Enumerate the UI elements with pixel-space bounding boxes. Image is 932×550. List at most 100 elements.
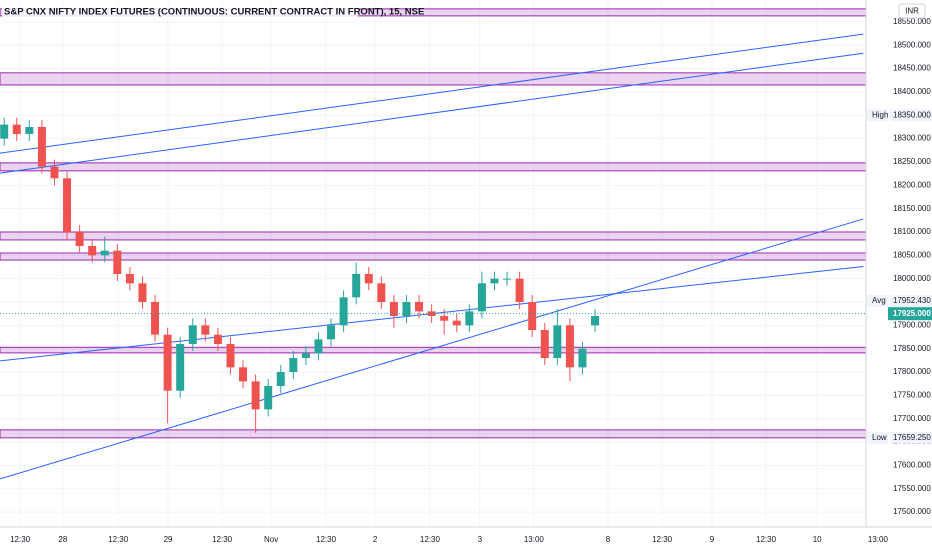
candle-body [415,302,424,312]
candle-body [452,320,461,326]
y-tick-label: 17850.000 [893,344,931,353]
candle-body [12,124,21,134]
candle-body [226,344,235,368]
x-tick-label: 12:30 [420,535,441,544]
candle-body [113,250,122,275]
marker-label: 17952.430 [893,296,931,305]
zone [0,72,889,86]
candle-body [75,231,84,246]
candle-body [591,316,600,326]
marker-name-bg [867,431,888,444]
x-tick-label: 2 [373,535,378,544]
zone [0,346,889,354]
zone [0,162,889,172]
y-tick-label: 17750.000 [893,390,931,399]
marker-name-bg [867,109,888,122]
candle-body [440,316,449,321]
candle-body [138,283,147,303]
x-tick-label: 9 [710,535,715,544]
trend-line [0,218,864,480]
y-tick-label: 17900.000 [893,320,931,329]
candle-body [377,283,386,303]
y-tick-label: 18100.000 [893,227,931,236]
candle-body [540,330,549,359]
y-tick-label: 18050.000 [893,250,931,259]
y-tick-label: 18200.000 [893,180,931,189]
currency-box[interactable] [898,3,926,19]
chart-title: S&P CNX NIFTY INDEX FUTURES (CONTINUOUS:… [4,7,424,18]
candle-body [88,245,97,256]
axis-layer: 18550.000 18500.000 18450.000 18400.000 1835… [10,17,932,544]
zone [0,252,889,261]
candle-body [264,386,273,410]
y-tick-label: 18500.000 [893,40,931,49]
candle-body [0,124,9,139]
price-tag [888,307,932,321]
candle-body [201,325,210,335]
candle-body [427,311,436,317]
candle-body [402,302,411,317]
candle-body [490,278,499,284]
candle-body [503,278,512,280]
marker-name: Avg [872,296,886,305]
candle-body [188,325,197,345]
y-tick-label: 17500.000 [893,507,931,516]
candle-body [578,348,587,368]
title-bg [2,5,358,19]
zone [0,231,889,241]
zone [0,429,889,439]
candle-body [176,344,185,391]
trend-line [0,33,864,154]
candle-body [352,274,361,298]
x-tick-label: 29 [164,535,173,544]
currency[interactable]: INR [905,7,919,16]
candle-body [125,274,134,284]
x-tick-label: 3 [478,535,483,544]
candle-body [389,302,398,317]
marker-bg [890,431,932,444]
marker-label: 17659.250 [893,433,931,442]
candle-body [515,278,524,303]
x-tick-label: 12:30 [10,535,31,544]
marker-name-bg [867,294,888,307]
y-tick-label: 18150.000 [893,204,931,213]
y-tick-label: 18000.000 [893,274,931,283]
x-tick-label: 28 [58,535,67,544]
candle-body [289,358,298,373]
candle-body [528,302,537,331]
candle-body [251,381,260,410]
candle-body [477,283,486,312]
candle-body [465,311,474,326]
candle-body [565,325,574,368]
price-tag-label: 17925.000 [893,309,931,318]
marker-bg [890,109,932,122]
x-tick-label: 12:30 [652,535,673,544]
candle-body [276,372,285,387]
y-tick-label: 17700.000 [893,414,931,423]
x-tick-label: 13:00 [524,535,545,544]
candle-body [314,339,323,354]
y-tick-label: 18450.000 [893,64,931,73]
x-tick-label: 12:30 [756,535,777,544]
marker-name: High [872,110,888,119]
y-tick-label: 18400.000 [893,87,931,96]
marker-bg [890,294,932,307]
x-tick-label: 12:30 [108,535,129,544]
candle-body [553,325,562,359]
candles-layer [0,117,866,433]
y-tick-label: 17600.000 [893,460,931,469]
trend-line [0,52,864,174]
y-tick-label: 18300.000 [893,134,931,143]
candle-body [50,166,59,179]
price-axis-bg [866,0,932,550]
candle-body [339,297,348,326]
x-tick-label: Nov [264,535,278,544]
candle-body [213,334,222,345]
candle-body [37,126,46,167]
y-tick-label: 18250.000 [893,157,931,166]
candle-body [327,325,336,340]
candle-body [163,334,172,391]
candle-body [63,178,72,232]
marker-label: 18350.000 [893,110,931,119]
